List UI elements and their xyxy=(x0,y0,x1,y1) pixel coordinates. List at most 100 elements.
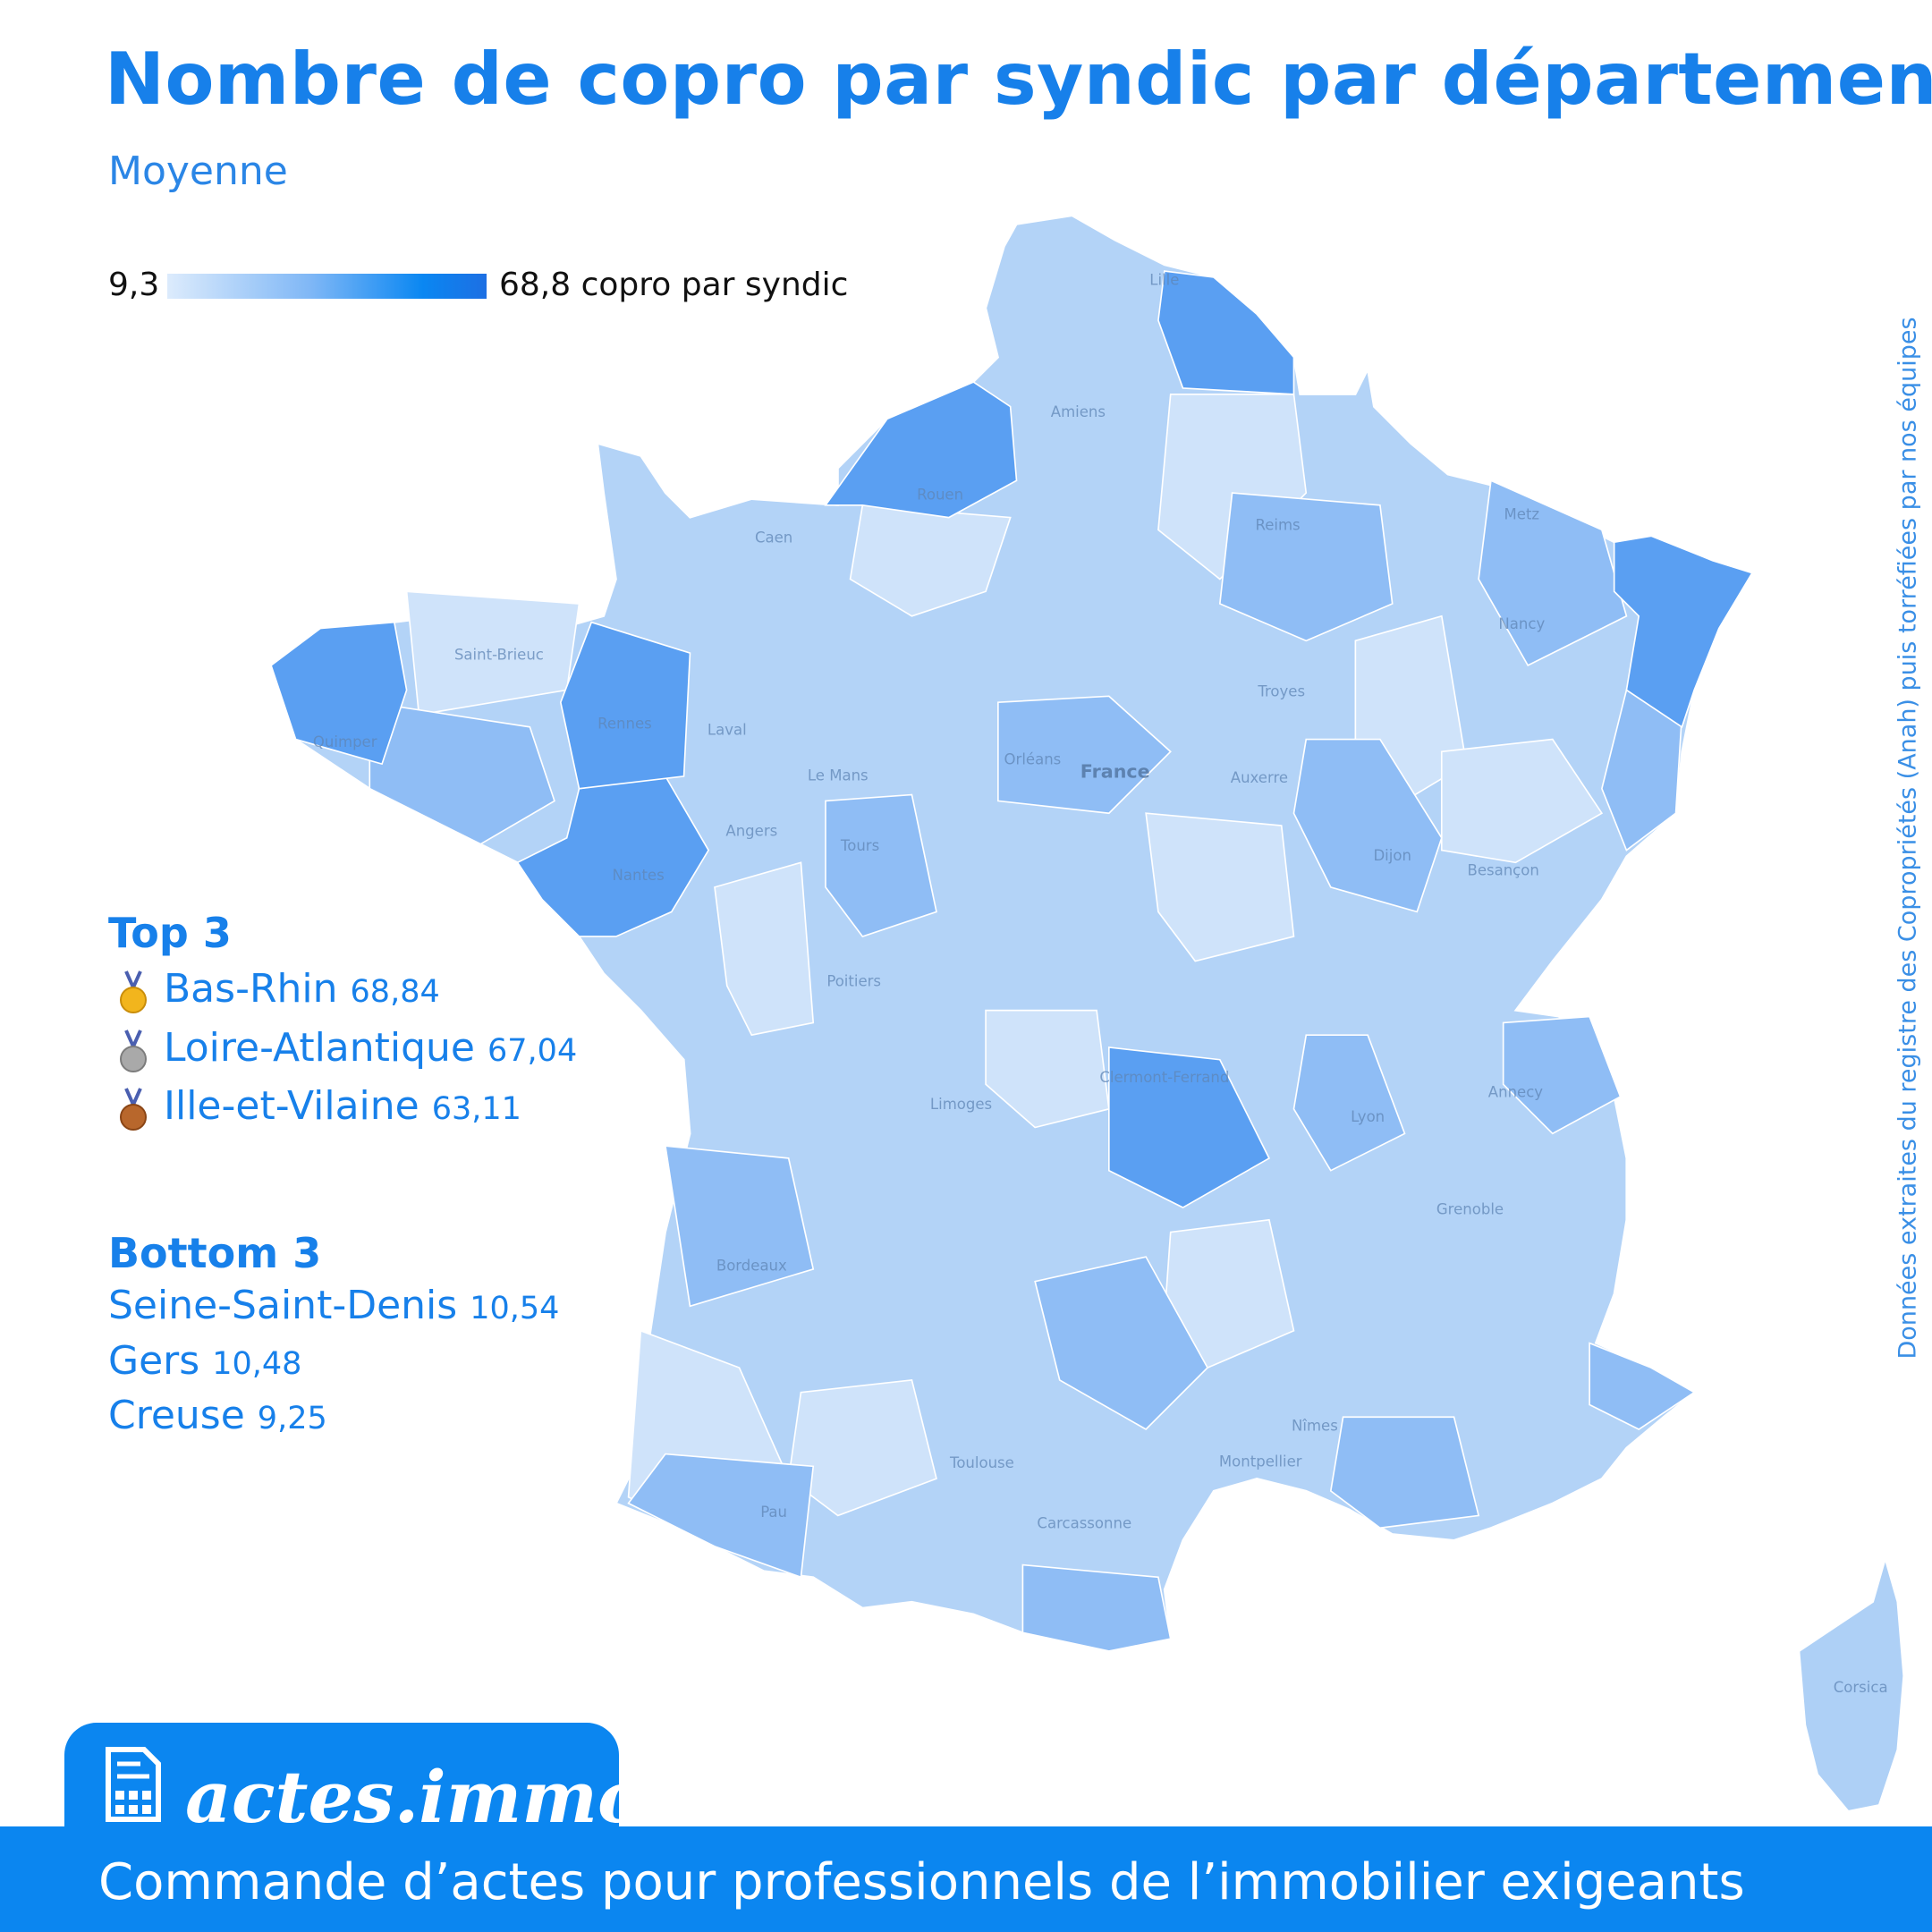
department xyxy=(1478,479,1628,666)
medal-ribbon xyxy=(124,1088,142,1109)
map-label: Bordeaux xyxy=(716,1258,787,1275)
map-label: Montpellier xyxy=(1219,1453,1302,1470)
item-value: 68,84 xyxy=(350,974,440,1010)
department xyxy=(985,1009,1110,1129)
ranking-item: Bas-Rhin 68,84 xyxy=(164,966,440,1012)
item-value: 10,48 xyxy=(212,1346,302,1382)
legend-gradient xyxy=(167,274,487,299)
medal-icon xyxy=(120,970,147,1013)
department xyxy=(825,793,937,937)
department xyxy=(1613,535,1754,729)
map-label: Lille xyxy=(1149,272,1179,289)
medal-ribbon xyxy=(124,1030,142,1051)
map-label: Grenoble xyxy=(1436,1200,1504,1217)
legend-max: 68,8 copro par syndic xyxy=(499,267,848,303)
map-label: Limoges xyxy=(930,1096,992,1113)
department xyxy=(270,621,408,766)
item-value: 10,54 xyxy=(470,1291,560,1326)
department xyxy=(1589,1342,1696,1430)
map-label: Laval xyxy=(708,721,747,738)
item-value: 9,25 xyxy=(257,1401,327,1436)
map-label: Auxerre xyxy=(1231,769,1288,786)
title: Nombre de copro par syndic par départeme… xyxy=(105,38,1932,121)
ranking-item: Seine-Saint-Denis 10,54 xyxy=(108,1283,559,1328)
dark-departments xyxy=(270,270,1754,1208)
map-label: Toulouse xyxy=(949,1454,1014,1471)
map-label: Nîmes xyxy=(1292,1418,1338,1435)
map-label: Saint-Brieuc xyxy=(454,646,544,663)
ranking-item: Ille-et-Vilaine 63,11 xyxy=(164,1083,521,1129)
map-label: Troyes xyxy=(1257,683,1305,700)
legend-min: 9,3 xyxy=(108,267,160,303)
source-note: Données extraites du registre des Coprop… xyxy=(1894,317,1922,1360)
ranking-item: Loire-Atlantique 67,04 xyxy=(164,1025,577,1071)
map-label: Caen xyxy=(755,530,792,547)
map-label: Rouen xyxy=(917,486,963,503)
france-map: Lille Amiens Rouen Caen Reims Metz Nancy Saint-… xyxy=(269,215,1905,1813)
department xyxy=(714,861,815,1037)
medal-ribbon xyxy=(124,970,142,992)
department xyxy=(1292,1034,1406,1172)
map-label: Nancy xyxy=(1498,615,1545,632)
map-labels: Lille Amiens Rouen Caen Reims Metz Nancy Saint-… xyxy=(313,272,1888,1696)
department xyxy=(1292,738,1443,913)
map-label: France xyxy=(1080,761,1150,783)
medal-icon xyxy=(120,1088,147,1131)
item-value: 67,04 xyxy=(487,1033,578,1069)
mid-departments xyxy=(369,479,1696,1652)
ranking-item: Creuse 9,25 xyxy=(108,1393,327,1438)
map-label: Dijon xyxy=(1373,847,1411,864)
department xyxy=(1145,812,1295,962)
map-label: Metz xyxy=(1504,505,1540,522)
map-label: Besançon xyxy=(1468,861,1539,878)
corsica xyxy=(1798,1555,1905,1813)
footer-band xyxy=(0,1826,1932,1932)
map-label: Reims xyxy=(1255,517,1300,534)
map-label: Quimper xyxy=(313,733,377,750)
department xyxy=(1021,1563,1172,1652)
medal-disc xyxy=(120,1104,147,1131)
medal-icon xyxy=(120,1030,147,1072)
department xyxy=(1502,1015,1622,1135)
item-name: Loire-Atlantique xyxy=(164,1025,476,1071)
bottom-heading: Bottom 3 xyxy=(108,1229,322,1277)
map-label: Corsica xyxy=(1834,1679,1888,1696)
item-name: Seine-Saint-Denis xyxy=(108,1283,458,1328)
tagline: Commande d’actes pour professionnels de … xyxy=(98,1853,1745,1911)
department xyxy=(1108,1046,1271,1208)
map-label: Clermont-Ferrand xyxy=(1099,1069,1229,1086)
brand-name: actes.immo xyxy=(185,1755,646,1839)
map-label: Pau xyxy=(760,1504,787,1521)
department xyxy=(849,504,1012,617)
map-label: Tours xyxy=(840,837,879,854)
item-name: Ille-et-Vilaine xyxy=(164,1083,419,1129)
map-label: Annecy xyxy=(1488,1083,1543,1100)
department xyxy=(369,701,555,845)
department xyxy=(516,775,710,937)
legend-max-value: 68,8 xyxy=(499,267,572,303)
legend-unit: copro par syndic xyxy=(580,267,849,303)
map-label: Le Mans xyxy=(808,767,869,784)
map-label: Lyon xyxy=(1351,1108,1385,1125)
department xyxy=(559,621,691,790)
department xyxy=(1157,270,1295,395)
medal-disc xyxy=(120,1046,147,1072)
map-label: Nantes xyxy=(613,867,665,884)
map-label: Orléans xyxy=(1004,750,1062,767)
department xyxy=(997,695,1172,815)
department xyxy=(1440,738,1604,864)
department xyxy=(1329,1416,1480,1530)
map-label: Angers xyxy=(725,822,777,839)
map-label: Amiens xyxy=(1051,403,1106,420)
item-name: Bas-Rhin xyxy=(164,966,338,1012)
item-value: 63,11 xyxy=(431,1091,521,1127)
map-label: Carcassonne xyxy=(1037,1515,1131,1532)
department xyxy=(664,1145,815,1308)
department xyxy=(627,1453,815,1579)
map-label: Poitiers xyxy=(826,972,881,989)
medal-disc xyxy=(120,987,147,1013)
subtitle: Moyenne xyxy=(108,148,288,194)
